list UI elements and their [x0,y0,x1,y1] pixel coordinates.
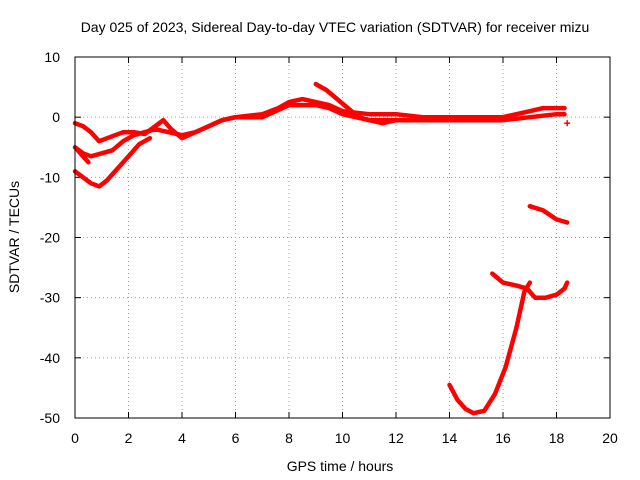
x-tick-labels: 0 2 4 6 8 10 12 14 16 18 20 [71,430,618,446]
x-tick-label: 4 [178,430,186,446]
x-tick-label: 20 [602,430,618,446]
chart-title: Day 025 of 2023, Sidereal Day-to-day VTE… [81,19,590,35]
x-tick-label: 8 [285,430,293,446]
series-track-g [490,271,570,300]
y-tick-label: 10 [44,49,60,65]
x-tick-label: 0 [71,430,79,446]
y-axis-label: SDTVAR / TECUs [6,181,22,293]
y-tick-label: -10 [40,169,60,185]
x-tick-label: 12 [388,430,404,446]
x-tick-label: 16 [495,430,511,446]
x-axis-label: GPS time / hours [287,458,394,474]
series-track-c [72,135,153,189]
series-track-b [72,102,567,159]
x-tick-label: 14 [442,430,458,446]
series-track-e [313,81,439,126]
y-tick-label: -50 [40,410,60,426]
series-track-h [447,280,533,416]
series-track-f [527,203,570,225]
y-tick-labels: 10 0 -10 -20 -30 -40 -50 [40,49,60,426]
y-tick-label: 0 [52,109,60,125]
x-tick-label: 10 [335,430,351,446]
y-tick-label: -40 [40,350,60,366]
y-tick-label: -30 [40,290,60,306]
data-series [72,81,571,416]
x-tick-label: 18 [549,430,565,446]
series-marker-i [564,120,571,127]
x-tick-label: 6 [232,430,240,446]
plot-frame [74,56,611,419]
y-tick-label: -20 [40,230,60,246]
x-tick-label: 2 [125,430,133,446]
series-track-d [75,148,91,165]
